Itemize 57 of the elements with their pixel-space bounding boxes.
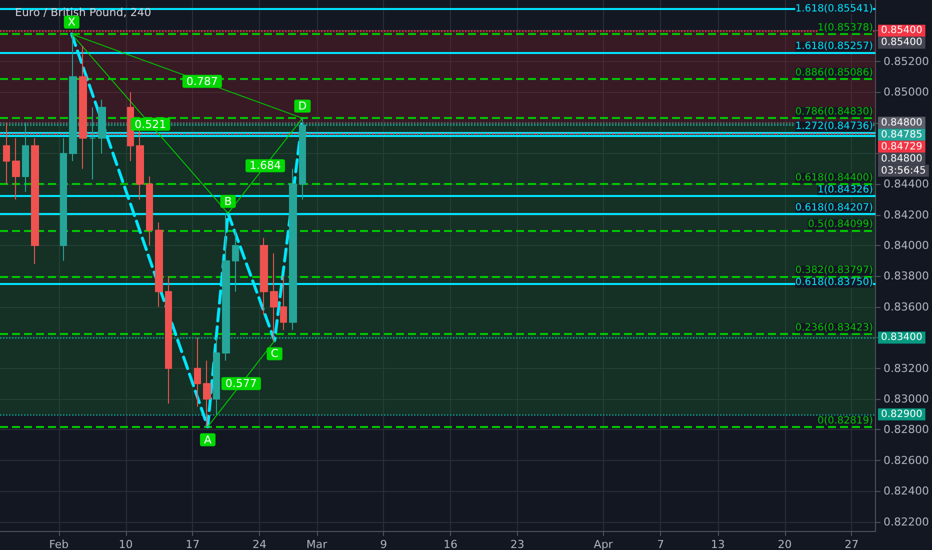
x-tick-label: 17 [186, 538, 200, 550]
x-tick-label: Apr [594, 538, 614, 550]
x-tick-label: 16 [443, 538, 458, 550]
annotation: 0.577 [225, 377, 257, 390]
ref-line-label: 1(0.84326) [817, 184, 874, 196]
x-tick-label: Feb [49, 538, 69, 550]
text: 0.85400 [881, 37, 922, 48]
annotation: D [298, 100, 307, 113]
y-tick-label: 0.84200 [884, 208, 930, 222]
ref-line-label: 0.84800 [881, 117, 922, 128]
text: 0.84800 [881, 153, 922, 164]
y-tick-label: 0.85000 [884, 86, 930, 99]
ref-line-label: 0.84729 [881, 141, 922, 152]
x-tick-label: 20 [778, 538, 792, 550]
y-tick-label: 0.82600 [884, 454, 930, 467]
ref-line-label: 0.82900 [881, 408, 922, 420]
ref-line-label: 0.618(0.84207) [795, 202, 874, 214]
ref-line-label: 0(0.82819) [817, 415, 874, 426]
ref-line-label: 0.83400 [881, 332, 922, 344]
ref-line-label: 0.5(0.84099) [808, 218, 874, 230]
ref-line-label: 0.618(0.84400) [795, 172, 874, 184]
x-tick-label: 23 [510, 538, 524, 550]
x-tick-label: 24 [252, 538, 266, 550]
y-tick-label: 0.83600 [884, 300, 930, 314]
y-tick-label: 0.82200 [884, 515, 930, 528]
y-tick-label: 0.82800 [884, 423, 930, 436]
x-tick-label: 9 [380, 538, 388, 550]
x-tick-label: 13 [710, 538, 725, 550]
x-tick-label: 27 [844, 538, 859, 550]
y-tick-label: 0.84000 [884, 239, 930, 252]
x-tick-label: 10 [118, 538, 133, 550]
x-tick-label: Mar [306, 538, 328, 550]
ref-line-label: 0.85400 [881, 25, 922, 36]
ref-line-label: 0.886(0.85086) [795, 67, 874, 78]
ref-line-label: 0.382(0.83797) [795, 265, 874, 276]
y-tick-label: 0.83800 [884, 270, 930, 283]
ref-line-label: 0.84785 [881, 129, 922, 140]
text: 03:56:45 [881, 165, 926, 176]
annotation: A [204, 433, 212, 446]
annotation: 0.521 [134, 118, 166, 131]
y-tick-label: 0.83000 [884, 392, 930, 406]
x-tick-label: 7 [657, 538, 664, 550]
ref-line-label: 1(0.85378) [817, 22, 874, 34]
ref-line-label: 0.236(0.83423) [795, 322, 874, 334]
ref-line-label: 1.618(0.85541) [795, 4, 874, 14]
annotation: B [224, 194, 232, 208]
ref-line-label: 1.618(0.85257) [795, 41, 874, 52]
ref-line-label: 1.272(0.84736) [795, 121, 874, 132]
ref-line-label: 0.786(0.84830) [795, 106, 874, 118]
y-tick-label: 0.82400 [884, 484, 930, 498]
annotation: 1.684 [249, 159, 281, 172]
annotation: 0.787 [186, 74, 218, 88]
ref-line-label: 0.618(0.83750) [795, 277, 874, 288]
y-tick-label: 0.84400 [884, 178, 930, 191]
annotation: C [270, 347, 279, 360]
y-tick-label: 0.85200 [884, 54, 930, 68]
y-tick-label: 0.83200 [884, 362, 930, 375]
